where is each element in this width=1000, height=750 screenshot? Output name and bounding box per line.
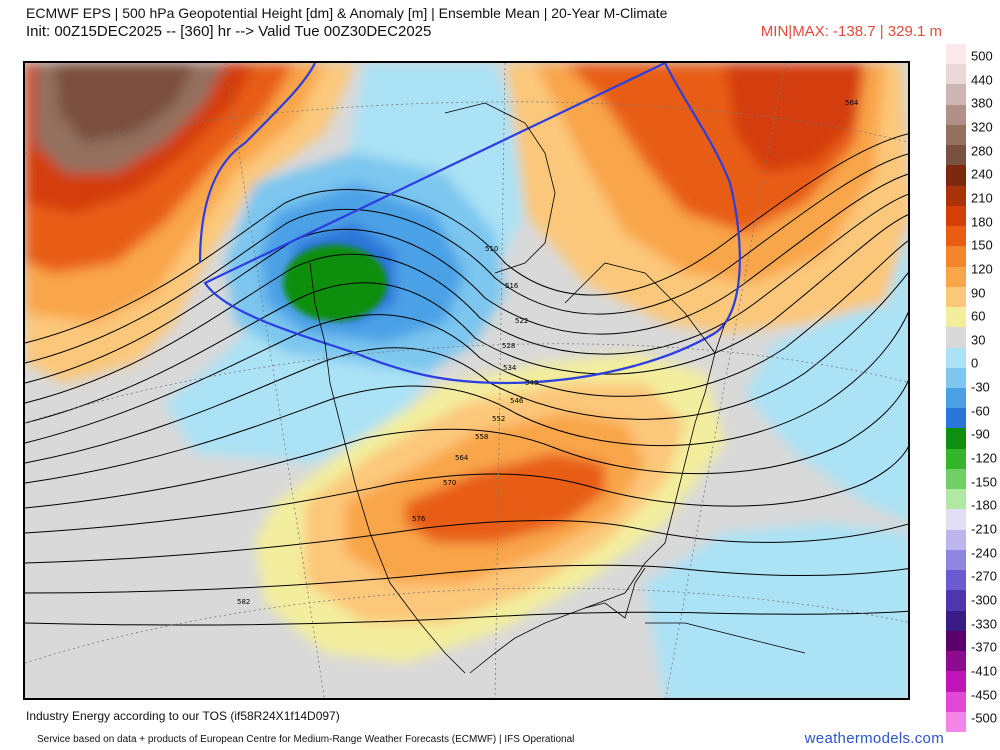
contour-label: 540 — [525, 379, 538, 387]
colorbar-swatch — [946, 691, 966, 713]
service-text: Service based on data + products of Euro… — [37, 734, 575, 745]
map-svg: 510 516 522 528 534 540 546 552 558 564 … — [25, 63, 908, 698]
chart-title: ECMWF EPS | 500 hPa Geopotential Height … — [26, 5, 668, 21]
colorbar-label: -500 — [971, 710, 998, 726]
colorbar-swatch — [946, 347, 966, 369]
colorbar-swatch — [946, 428, 966, 450]
colorbar-label: 440 — [971, 72, 993, 88]
colorbar-swatch — [946, 327, 966, 349]
brand-link[interactable]: weathermodels.com — [804, 730, 944, 747]
contour-label: 534 — [503, 364, 517, 372]
colorbar-label: 0 — [971, 355, 979, 371]
colorbar-label: -270 — [971, 568, 998, 584]
colorbar-label: 60 — [971, 308, 986, 324]
colorbar-label: -330 — [971, 616, 998, 632]
colorbar-swatch — [946, 165, 966, 187]
contour-label: 516 — [505, 282, 519, 290]
colorbar-swatch — [946, 468, 966, 490]
anomaly-colorbar: 500 440 380 320 280 240 210 180 150 120 90 60 30 0 -30… — [946, 44, 997, 733]
colorbar-swatch — [946, 185, 966, 207]
colorbar-label: 380 — [971, 95, 993, 111]
contour-label: 552 — [492, 415, 505, 423]
min-anomaly-core — [283, 245, 387, 321]
colorbar-label: -150 — [971, 474, 998, 490]
contour-label: 582 — [237, 598, 250, 606]
colorbar-label: -120 — [971, 450, 998, 466]
contour-label-group: 510 516 522 528 534 540 546 552 558 564 … — [237, 99, 859, 606]
colorbar-swatch — [946, 307, 966, 328]
contour-label: 528 — [502, 342, 515, 350]
colorbar-swatch — [946, 448, 966, 470]
colorbar-label: 150 — [971, 237, 993, 253]
init-valid-time: Init: 00Z15DEC2025 -- [360] hr --> Valid… — [26, 23, 432, 40]
graticule — [25, 63, 908, 698]
contour-label: 510 — [485, 245, 498, 253]
colorbar-label: -180 — [971, 497, 998, 513]
colorbar-swatch — [946, 388, 966, 409]
colorbar-swatch — [946, 84, 966, 106]
colorbar-swatch — [946, 549, 966, 571]
colorbar-swatch — [946, 246, 966, 268]
colorbar-swatch — [946, 124, 966, 146]
colorbar-swatch — [946, 590, 966, 612]
colorbar-swatch — [946, 671, 966, 693]
height-contours — [25, 133, 908, 626]
colorbar-swatch — [946, 226, 966, 247]
colorbar-label: -240 — [971, 545, 998, 561]
attribution-text: Industry Energy according to our TOS (if… — [26, 709, 340, 723]
colorbar-swatch — [946, 529, 966, 551]
colorbar-swatch — [946, 489, 966, 510]
colorbar-swatch — [946, 610, 966, 632]
colorbar-label: 210 — [971, 190, 993, 206]
540-contour — [198, 63, 741, 385]
colorbar-swatch — [946, 145, 966, 166]
colorbar-label: 500 — [971, 48, 993, 64]
colorbar-swatch — [946, 64, 966, 85]
colorbar-label: 280 — [971, 143, 993, 159]
colorbar-swatch — [946, 44, 966, 65]
colorbar-swatch — [946, 711, 966, 733]
contour-label: 564 — [845, 99, 859, 107]
contour-label: 522 — [515, 317, 528, 325]
contour-label: 576 — [412, 515, 426, 523]
colorbar-label: 120 — [971, 261, 993, 277]
colorbar-label: -370 — [971, 639, 998, 655]
colorbar-swatch — [946, 367, 966, 389]
colorbar-label: -30 — [971, 379, 990, 395]
colorbar-swatch — [946, 651, 966, 672]
colorbar-swatch — [946, 509, 966, 531]
colorbar-label: -210 — [971, 521, 998, 537]
min-max-readout: MIN|MAX: -138.7 | 329.1 m — [760, 23, 942, 40]
colorbar-swatch — [946, 630, 966, 652]
colorbar-label: -60 — [971, 403, 990, 419]
colorbar-label: -410 — [971, 663, 998, 679]
colorbar-swatch — [946, 266, 966, 288]
coastlines — [309, 102, 806, 674]
colorbar-swatch — [946, 104, 966, 126]
colorbar-swatch — [946, 408, 966, 429]
colorbar-label: 30 — [971, 332, 986, 348]
colorbar-swatch — [946, 570, 966, 591]
contour-label: 564 — [455, 454, 469, 462]
colorbar-label: -300 — [971, 592, 998, 608]
colorbar-swatch — [946, 205, 966, 227]
contour-label: 546 — [510, 397, 524, 405]
colorbar-label: 320 — [971, 119, 993, 135]
colorbar-label: 240 — [971, 166, 993, 182]
contour-label: 558 — [475, 433, 488, 441]
colorbar-swatch — [946, 286, 966, 308]
colorbar-label: -90 — [971, 426, 990, 442]
colorbar-label: 90 — [971, 285, 986, 300]
colorbar-label: -450 — [971, 687, 998, 703]
colorbar-label: 180 — [971, 214, 993, 230]
forecast-map: 510 516 522 528 534 540 546 552 558 564 … — [23, 61, 910, 700]
contour-label: 570 — [443, 479, 456, 487]
